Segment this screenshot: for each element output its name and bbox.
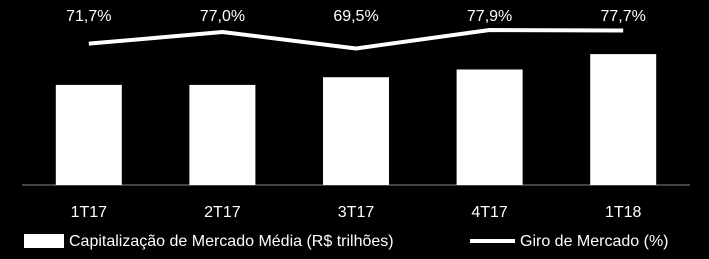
- data-label: 69,5%: [333, 8, 378, 25]
- data-label: 77,7%: [601, 8, 646, 25]
- x-tick-label: 3T17: [338, 204, 375, 221]
- x-tick-label: 4T17: [471, 204, 508, 221]
- x-tick-label: 2T17: [204, 204, 241, 221]
- bar: [189, 84, 256, 185]
- legend-swatch: [24, 234, 64, 248]
- data-label: 77,0%: [200, 8, 245, 25]
- data-label: 77,9%: [467, 8, 512, 25]
- bar: [323, 77, 389, 185]
- x-tick-label: 1T18: [605, 204, 642, 221]
- line: [88, 28, 624, 51]
- bar: [456, 69, 523, 185]
- data-label: 71,7%: [66, 8, 111, 25]
- legend-label: Giro de Mercado (%): [520, 233, 669, 250]
- x-tick-label: 1T17: [71, 204, 108, 221]
- bar: [590, 54, 657, 185]
- bar: [55, 84, 122, 185]
- legend-label: Capitalização de Mercado Média (R$ trilh…: [69, 233, 394, 250]
